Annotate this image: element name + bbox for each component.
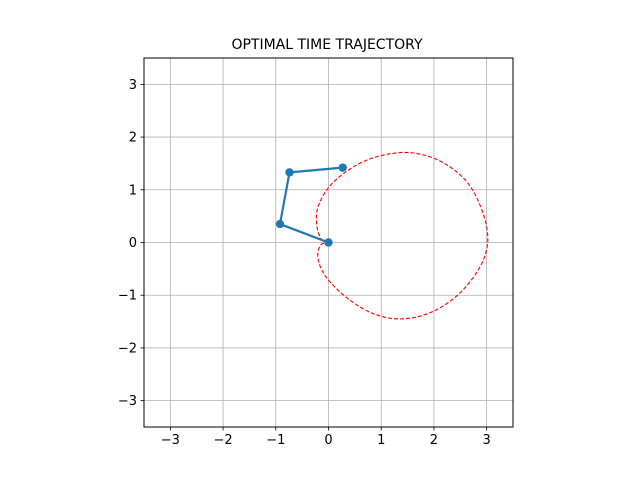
x-tick-label: −3 (161, 433, 180, 448)
arm-joint-marker (324, 238, 333, 247)
x-tick-label: −2 (213, 433, 232, 448)
reachable-boundary-curve (315, 151, 489, 320)
plot-area (275, 151, 489, 320)
x-tick-label: 2 (430, 433, 438, 448)
y-tick-label: −3 (118, 394, 137, 409)
chart-title: OPTIMAL TIME TRAJECTORY (231, 37, 423, 53)
x-tick-label: 3 (483, 433, 491, 448)
axis-ticks: −3 −2 −1 0 1 2 3 −3 −2 −1 0 1 2 3 (118, 78, 491, 448)
arm-joint-marker (338, 163, 347, 172)
x-tick-label: 0 (324, 433, 332, 448)
x-tick-label: 1 (377, 433, 385, 448)
y-tick-label: 2 (129, 131, 137, 146)
y-tick-label: 1 (129, 183, 137, 198)
y-tick-label: −1 (118, 289, 137, 304)
y-tick-label: −2 (118, 341, 137, 356)
arm-joint-marker (275, 219, 285, 229)
y-tick-label: 0 (129, 236, 137, 251)
y-tick-label: 3 (129, 78, 137, 93)
x-tick-label: −1 (266, 433, 285, 448)
arm-link-line (278, 166, 344, 244)
arm-joint-marker (285, 168, 294, 177)
